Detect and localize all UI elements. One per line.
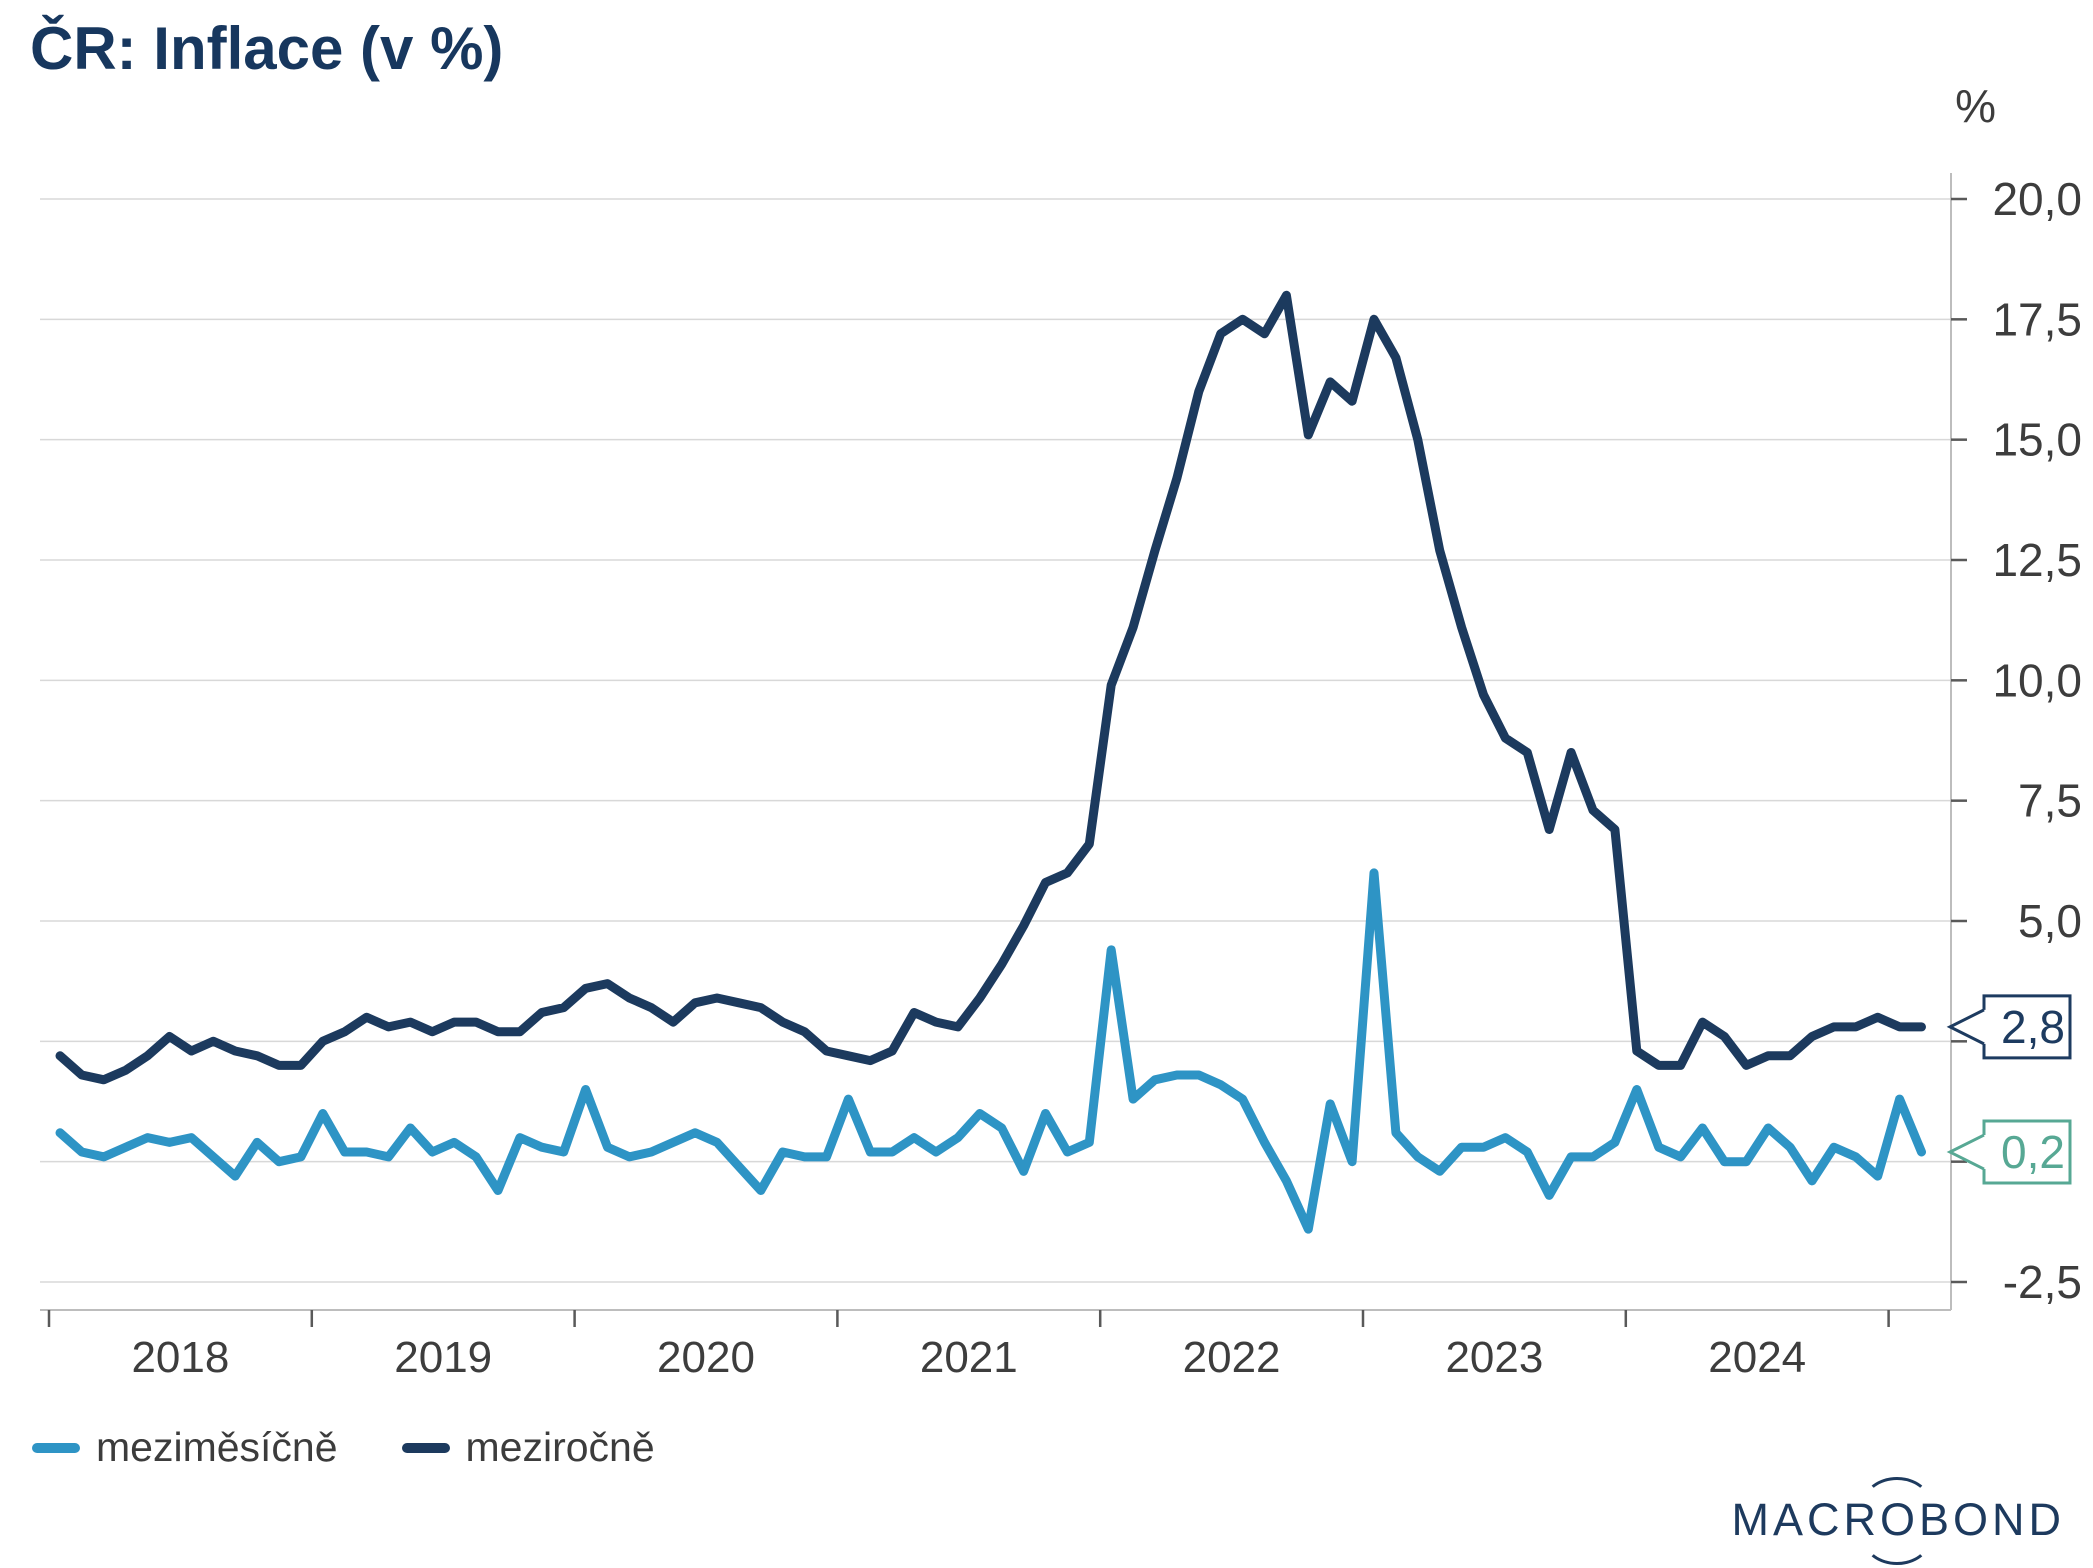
y-tick-label: 20,0: [1992, 173, 2082, 225]
mom-series-line: [55, 868, 1926, 1234]
callout-pointer: [1946, 1008, 1985, 1046]
x-year-label: 2020: [657, 1333, 755, 1382]
mom-line-swatch: [32, 1442, 80, 1453]
callout-value-label: 2,8: [2001, 1001, 2065, 1053]
callout-box-border: [1982, 1119, 2072, 1185]
x-year-label: 2024: [1708, 1333, 1806, 1382]
y-tick-label: 12,5: [1992, 534, 2082, 586]
page-title: ČR: Inflace (v %): [30, 15, 504, 82]
logo-orbit-o: O: [1863, 1477, 1932, 1565]
x-year-label: 2023: [1445, 1333, 1543, 1382]
chart-legend: meziměsíčně meziročně: [32, 1424, 655, 1471]
x-year-label: 2022: [1183, 1333, 1281, 1382]
y-tick-label: 5,0: [2018, 895, 2082, 947]
callout-box-fill: [1984, 1121, 2070, 1184]
legend-item-mom: meziměsíčně: [32, 1424, 338, 1471]
legend-label-mom: meziměsíčně: [96, 1424, 338, 1470]
logo-text-post: BOND: [1918, 1494, 2065, 1545]
y-axis-unit-label: %: [1955, 80, 1996, 132]
callout-box-border: [1982, 994, 2072, 1060]
legend-item-yoy: meziročně: [401, 1424, 655, 1471]
orbit-arc-top-icon: [1863, 1477, 1932, 1529]
callout-pointer: [1946, 1133, 1985, 1171]
y-tick-label: -2,5: [2003, 1256, 2082, 1308]
yoy-line-swatch: [401, 1442, 450, 1453]
macrobond-logo: MACR O BOND: [1731, 1477, 2065, 1565]
y-tick-label: 10,0: [1992, 654, 2082, 706]
orbit-arc-bottom-icon: [1863, 1513, 1932, 1565]
callout-value-label: 0,2: [2001, 1126, 2065, 1178]
x-year-label: 2019: [394, 1333, 492, 1382]
x-year-label: 2018: [131, 1333, 229, 1382]
yoy-series-line: [55, 290, 1926, 1085]
y-tick-label: 17,5: [1992, 293, 2082, 345]
y-tick-label: 7,5: [2018, 775, 2082, 827]
callout-box-fill: [1984, 995, 2070, 1058]
logo-text-pre: MACR: [1731, 1494, 1880, 1545]
y-tick-label: 15,0: [1992, 414, 2082, 466]
legend-label-yoy: meziročně: [465, 1424, 655, 1470]
x-year-label: 2021: [920, 1333, 1018, 1382]
